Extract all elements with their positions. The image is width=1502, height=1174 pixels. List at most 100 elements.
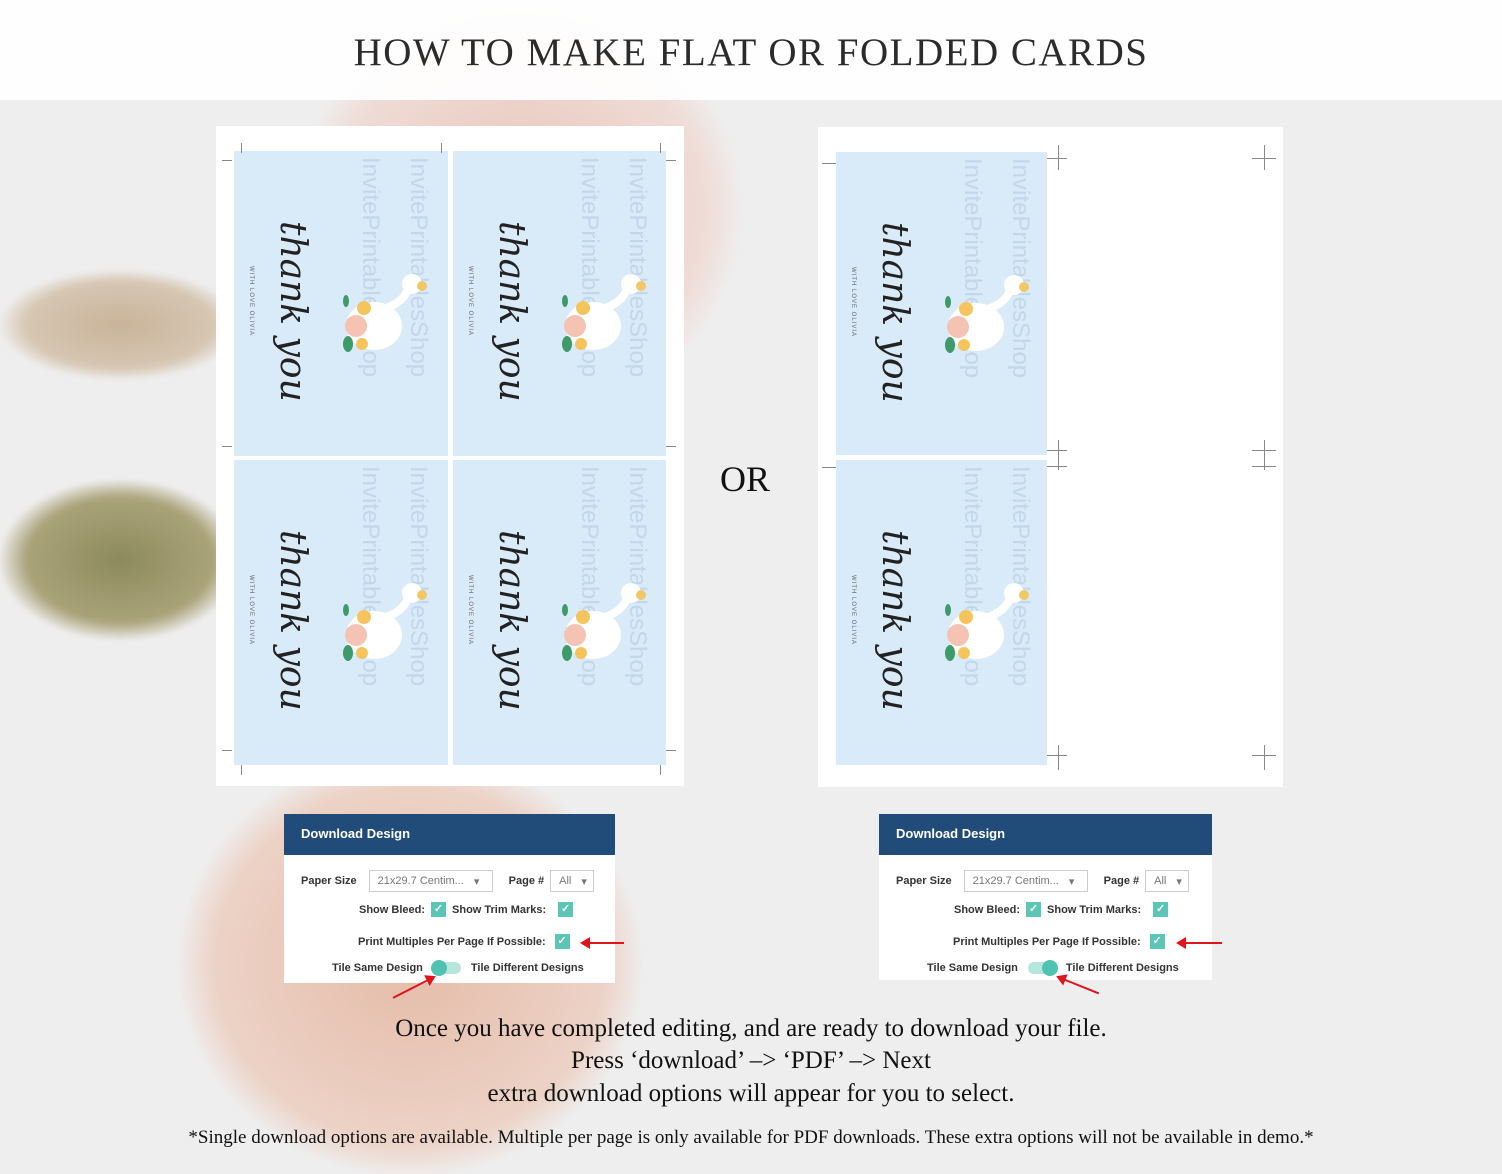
swan-illustration: [562, 583, 646, 661]
watermark-text: InvitePrintablesShop: [1007, 158, 1034, 379]
show-trim-checkbox[interactable]: ✓: [1153, 902, 1169, 917]
background-stem: [0, 480, 240, 640]
card-script-text: thank you: [491, 221, 532, 402]
trim-mark: [222, 446, 232, 447]
trim-mark: [1047, 450, 1067, 451]
swan-illustration: [562, 274, 646, 352]
chevron-down-icon: ▾: [473, 876, 480, 888]
show-bleed-label: Show Bleed:: [359, 903, 426, 916]
card-signature: WITH LOVE OLIVIA: [467, 575, 473, 646]
trim-mark: [660, 765, 661, 775]
card-script-text: thank you: [874, 530, 915, 711]
footnote: *Single download options are available. …: [188, 1127, 1314, 1148]
print-multiples-checkbox[interactable]: ✓: [1149, 934, 1165, 949]
chevron-down-icon: ▾: [1176, 876, 1182, 888]
trim-mark: [822, 467, 836, 468]
tile-different-label: Tile Different Designs: [470, 962, 584, 974]
page-select[interactable]: All ▾: [1145, 870, 1190, 892]
paper-size-label: Paper Size: [301, 875, 357, 887]
or-label: OR: [720, 459, 771, 499]
trim-mark: [822, 163, 836, 164]
card-script-text: thank you: [491, 530, 532, 711]
print-multiples-label: Print Multiples Per Page If Possible:: [953, 935, 1141, 948]
watermark-text: InvitePrintablesShop: [405, 157, 432, 378]
watermark-text: InvitePrintablesShop: [1007, 466, 1034, 687]
download-design-panel: Download Design Paper Size 21x29.7 Centi…: [284, 814, 615, 983]
trim-mark: [241, 765, 242, 775]
trim-mark: [666, 160, 676, 161]
card-script-text: thank you: [272, 530, 313, 711]
swan-illustration: [945, 583, 1029, 661]
trim-mark: [1252, 450, 1276, 451]
trim-mark: [222, 160, 232, 161]
show-bleed-label: Show Bleed:: [954, 903, 1021, 916]
trim-mark: [666, 446, 676, 447]
header: [0, 0, 1502, 100]
trim-mark: [1264, 145, 1265, 170]
paper-size-value: 21x29.7 Centim...: [972, 875, 1059, 887]
trim-mark: [666, 750, 676, 751]
instruction-line-1: Once you have completed editing, and are…: [395, 1015, 1107, 1042]
trim-mark: [660, 143, 661, 153]
tile-mode-toggle[interactable]: [1027, 960, 1058, 976]
paper-size-value: 21x29.7 Centim...: [377, 875, 464, 887]
trim-mark: [1264, 440, 1265, 470]
download-design-panel: Download Design Paper Size 21x29.7 Centi…: [879, 814, 1212, 980]
card-preview: InvitePrintablesShop InvitePrintablesShop…: [453, 460, 666, 765]
red-arrow-icon: [580, 937, 624, 949]
paper-size-label: Paper Size: [896, 875, 952, 887]
show-bleed-checkbox[interactable]: ✓: [431, 902, 447, 917]
show-trim-label: Show Trim Marks:: [452, 903, 547, 916]
trim-mark: [441, 143, 442, 153]
trim-mark: [222, 750, 232, 751]
card-preview: InvitePrintablesShop InvitePrintablesShop…: [453, 151, 666, 456]
card-preview: InvitePrintablesShop InvitePrintablesShop…: [234, 151, 448, 456]
print-multiples-label: Print Multiples Per Page If Possible:: [358, 935, 546, 948]
tile-mode-toggle[interactable]: [430, 960, 461, 976]
card-signature: WITH LOVE OLIVIA: [850, 267, 856, 338]
card-preview: InvitePrintablesShop InvitePrintablesShop…: [234, 460, 448, 765]
page-label: Page #: [508, 875, 545, 887]
watermark-text: InvitePrintablesShop: [405, 466, 432, 687]
paper-size-select[interactable]: 21x29.7 Centim... ▾: [963, 870, 1088, 892]
trim-mark: [1047, 158, 1067, 159]
watermark-text: InvitePrintablesShop: [624, 157, 651, 378]
page-value: All: [1154, 875, 1167, 887]
card-preview: InvitePrintablesShop InvitePrintablesShop…: [836, 460, 1047, 765]
page-select[interactable]: All ▾: [550, 870, 595, 892]
trim-mark: [1252, 158, 1276, 159]
trim-mark: [241, 143, 242, 153]
swan-illustration: [343, 274, 427, 352]
trim-mark: [1264, 745, 1265, 770]
tile-same-label: Tile Same Design: [927, 962, 1018, 974]
tile-same-label: Tile Same Design: [332, 962, 423, 974]
trim-mark: [1047, 755, 1067, 756]
background-stem: [0, 270, 240, 380]
panel-header: Download Design: [284, 814, 615, 855]
chevron-down-icon: ▾: [581, 876, 587, 888]
card-script-text: thank you: [272, 221, 313, 402]
print-multiples-checkbox[interactable]: ✓: [554, 934, 570, 949]
card-signature: WITH LOVE OLIVIA: [248, 266, 254, 337]
paper-size-select[interactable]: 21x29.7 Centim... ▾: [368, 870, 493, 892]
card-script-text: thank you: [874, 222, 915, 403]
watermark: InvitePrintablesShop InvitePrintablesShop: [346, 157, 442, 449]
page-value: All: [559, 875, 572, 887]
show-trim-label: Show Trim Marks:: [1047, 903, 1142, 916]
watermark-text: InvitePrintablesShop: [624, 466, 651, 687]
trim-mark: [1058, 745, 1059, 770]
swan-illustration: [945, 275, 1029, 353]
card-signature: WITH LOVE OLIVIA: [467, 266, 473, 337]
trim-mark: [1058, 440, 1059, 470]
page-label: Page #: [1103, 875, 1140, 887]
panel-header: Download Design: [879, 814, 1212, 855]
page-title: HOW TO MAKE FLAT OR FOLDED CARDS: [353, 31, 1149, 74]
trim-mark: [1058, 145, 1059, 170]
card-signature: WITH LOVE OLIVIA: [850, 575, 856, 646]
card-signature: WITH LOVE OLIVIA: [248, 575, 254, 646]
swan-illustration: [343, 583, 427, 661]
show-trim-checkbox[interactable]: ✓: [558, 902, 574, 917]
chevron-down-icon: ▾: [1068, 876, 1075, 888]
show-bleed-checkbox[interactable]: ✓: [1026, 902, 1042, 917]
trim-mark: [1047, 466, 1067, 467]
